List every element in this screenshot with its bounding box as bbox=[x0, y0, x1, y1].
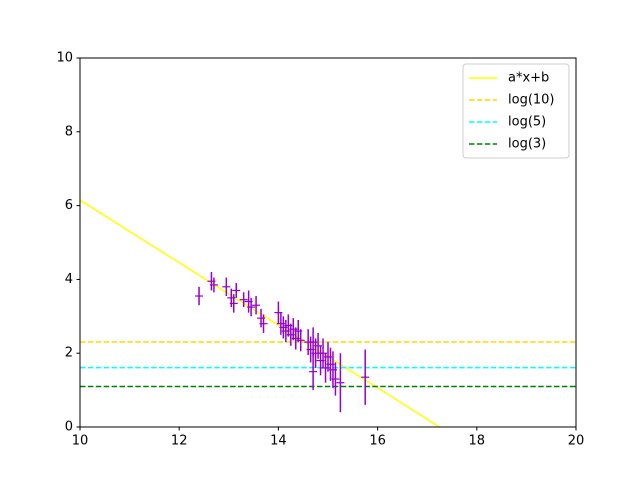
y-tick-label: 0 bbox=[65, 420, 73, 435]
legend-box bbox=[462, 63, 570, 159]
legend-label: a*x+b bbox=[508, 71, 549, 86]
x-tick-label: 14 bbox=[270, 434, 287, 449]
x-tick-label: 18 bbox=[469, 434, 486, 449]
y-tick-label: 10 bbox=[56, 51, 73, 66]
y-tick-label: 8 bbox=[65, 124, 73, 139]
x-tick-label: 12 bbox=[171, 434, 188, 449]
x-tick-label: 16 bbox=[369, 434, 386, 449]
x-tick-label: 20 bbox=[568, 434, 585, 449]
line bbox=[79, 199, 441, 428]
legend-label: log(3) bbox=[508, 137, 546, 152]
legend-label: log(5) bbox=[508, 115, 546, 130]
plot-frame bbox=[79, 57, 577, 428]
y-tick-label: 4 bbox=[65, 272, 73, 287]
x-tick-label: 10 bbox=[72, 434, 89, 449]
y-tick-label: 6 bbox=[65, 198, 73, 213]
y-tick-label: 2 bbox=[65, 346, 73, 361]
legend-label: log(10) bbox=[508, 93, 555, 108]
